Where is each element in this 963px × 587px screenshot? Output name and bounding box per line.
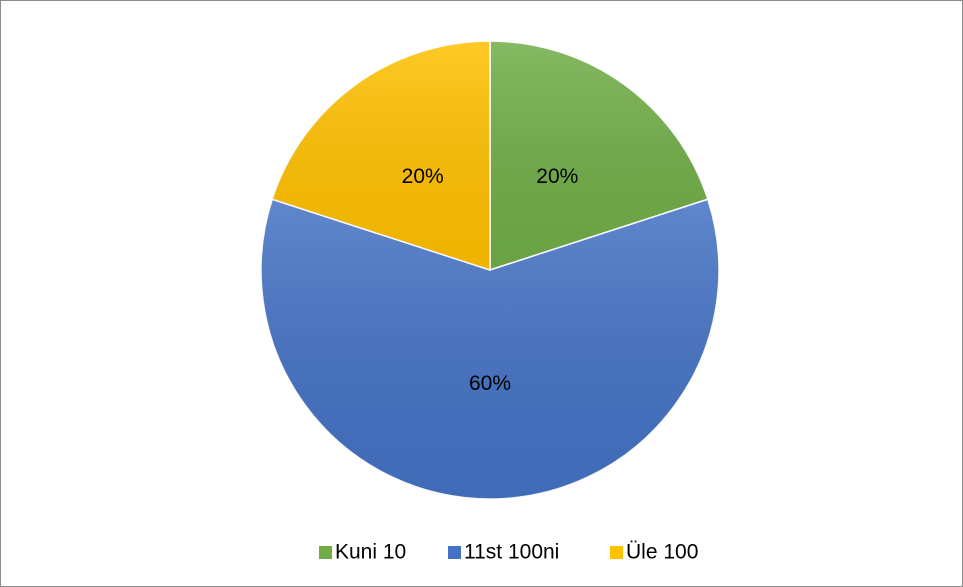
- slice-shade: [272, 41, 490, 270]
- legend-label: Üle 100: [626, 541, 698, 564]
- legend: Kuni 10 11st 100ni Üle 100: [319, 541, 698, 564]
- pie: 20% 60% 20%: [260, 40, 720, 500]
- legend-swatch: [448, 546, 461, 559]
- legend-swatch: [319, 546, 332, 559]
- slice-shade: [490, 41, 708, 270]
- data-label: 60%: [469, 372, 511, 395]
- legend-swatch: [610, 546, 623, 559]
- slice-shade: [260, 199, 720, 499]
- legend-label: 11st 100ni: [464, 541, 559, 564]
- data-label: 20%: [402, 165, 444, 188]
- data-label: 20%: [536, 165, 578, 188]
- legend-label: Kuni 10: [335, 541, 406, 564]
